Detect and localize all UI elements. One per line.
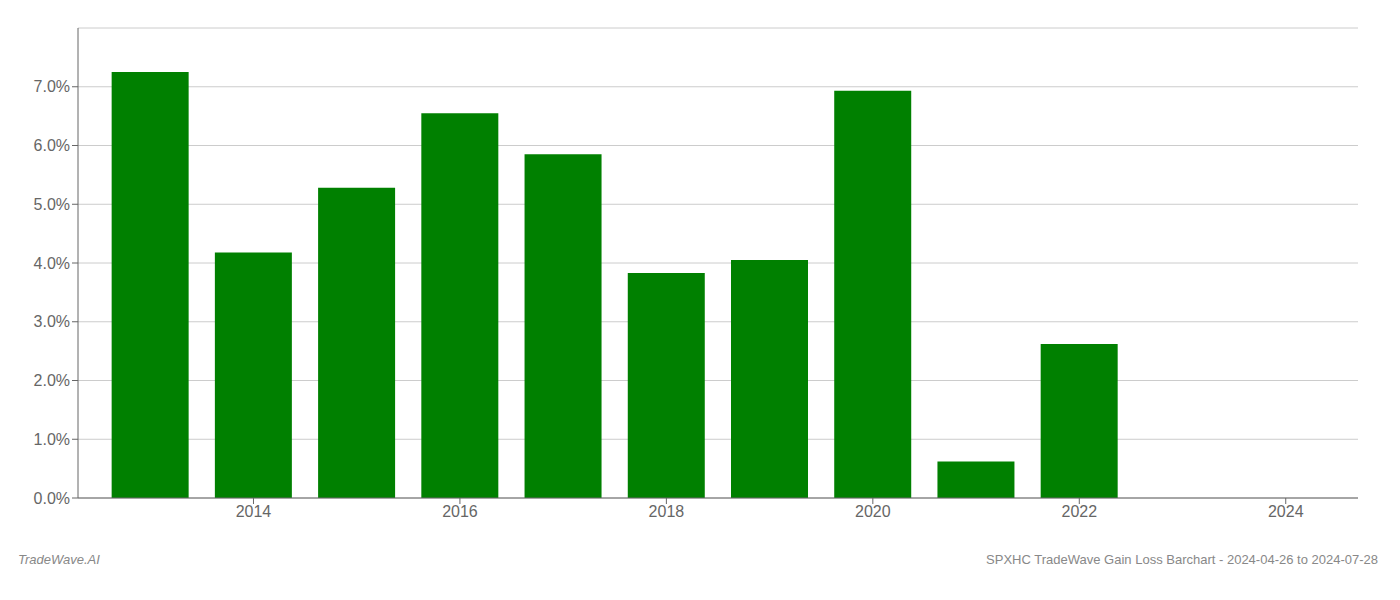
html-text:TradeWave.AI: TradeWave.AI [18,552,100,567]
svg-text:2024: 2024 [1268,503,1304,520]
html-text:SPXHC TradeWave Gain Loss Barc: SPXHC TradeWave Gain Loss Barchart - 202… [986,552,1378,567]
svg-text:1.0%: 1.0% [34,431,70,448]
svg-text:2018: 2018 [649,503,685,520]
svg-text:6.0%: 6.0% [34,137,70,154]
svg-text:4.0%: 4.0% [34,255,70,272]
svg-text:2016: 2016 [442,503,478,520]
svg-text:7.0%: 7.0% [34,78,70,95]
svg-text:0.0%: 0.0% [34,490,70,507]
svg-text:2.0%: 2.0% [34,372,70,389]
svg-text:3.0%: 3.0% [34,313,70,330]
svg-text:2020: 2020 [855,503,891,520]
svg-text:2014: 2014 [236,503,272,520]
svg-text:2022: 2022 [1061,503,1097,520]
svg-text:5.0%: 5.0% [34,196,70,213]
